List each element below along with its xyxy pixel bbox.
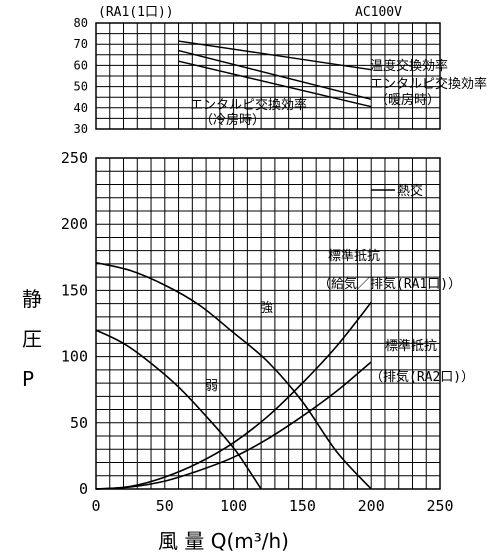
efficiency-line-2 [178,49,372,100]
strong-curve [95,261,372,490]
ann-heat: （暖房時） [375,92,440,108]
x-tick-label: 0 [91,497,100,515]
y-tick-label: 60 [74,58,88,72]
x-tick-label: 50 [156,497,174,515]
y-tick-label: 50 [70,414,88,432]
ann-std-res-1-sub: （給気／排気(RA1口)） [318,276,461,292]
y-tick-label: 200 [61,215,88,233]
x-tick-label: 250 [426,497,453,515]
y-tick-label: 40 [74,101,88,115]
voltage-label: AC100V [355,5,402,20]
pressure-y-ticks: 0 50 100 150 200 250 [61,149,88,498]
pressure-grid [95,157,441,490]
efficiency-lines [178,40,372,108]
x-tick-label: 200 [358,497,385,515]
ann-weak: 弱 [205,379,218,394]
ann-std-res-2: 標準抵抗 [385,338,437,354]
ann-enth-eff-heat: エンタルピ交換効率 [370,76,487,92]
y-tick-label: 50 [74,80,88,94]
efficiency-grid [95,22,441,130]
x-axis-title: 風 量 Q(m³/h) [158,529,289,553]
ann-std-res-1: 標準抵抗 [328,248,380,264]
pressure-curves [95,261,372,490]
y-axis-char-2: 圧 [22,327,42,351]
y-tick-label: 70 [74,37,88,51]
ann-strong: 強 [260,301,273,316]
model-label: (RA1(1口)) [98,5,174,20]
weak-curve [95,329,262,490]
ann-enth-eff-cool: エンタルピ交換効率 [190,97,307,113]
ann-temp-eff: 温度交換効率 [370,58,448,74]
efficiency-y-ticks: 30 40 50 60 70 80 [74,16,88,136]
y-tick-label: 80 [74,16,88,30]
efficiency-line-1 [178,40,372,71]
y-axis-char-3: P [22,367,34,391]
std-resistance-ra1-curve [95,301,372,490]
y-tick-label: 100 [61,348,88,366]
std-resistance-ra2-curve [95,361,372,490]
ann-std-res-2-sub: （排気(RA2口)） [370,369,474,385]
y-tick-label: 250 [61,149,88,167]
flow-x-ticks: 0 50 100 150 200 250 [91,497,453,515]
x-tick-label: 100 [220,497,247,515]
y-tick-label: 30 [74,122,88,136]
legend-heat-exchange: 熱交 [397,183,423,199]
y-tick-label: 150 [61,281,88,299]
y-tick-label: 0 [79,480,88,498]
x-tick-label: 150 [289,497,316,515]
efficiency-line-3 [178,60,372,108]
y-axis-char-1: 静 [22,287,42,311]
ann-cool: （冷房時） [200,112,265,128]
